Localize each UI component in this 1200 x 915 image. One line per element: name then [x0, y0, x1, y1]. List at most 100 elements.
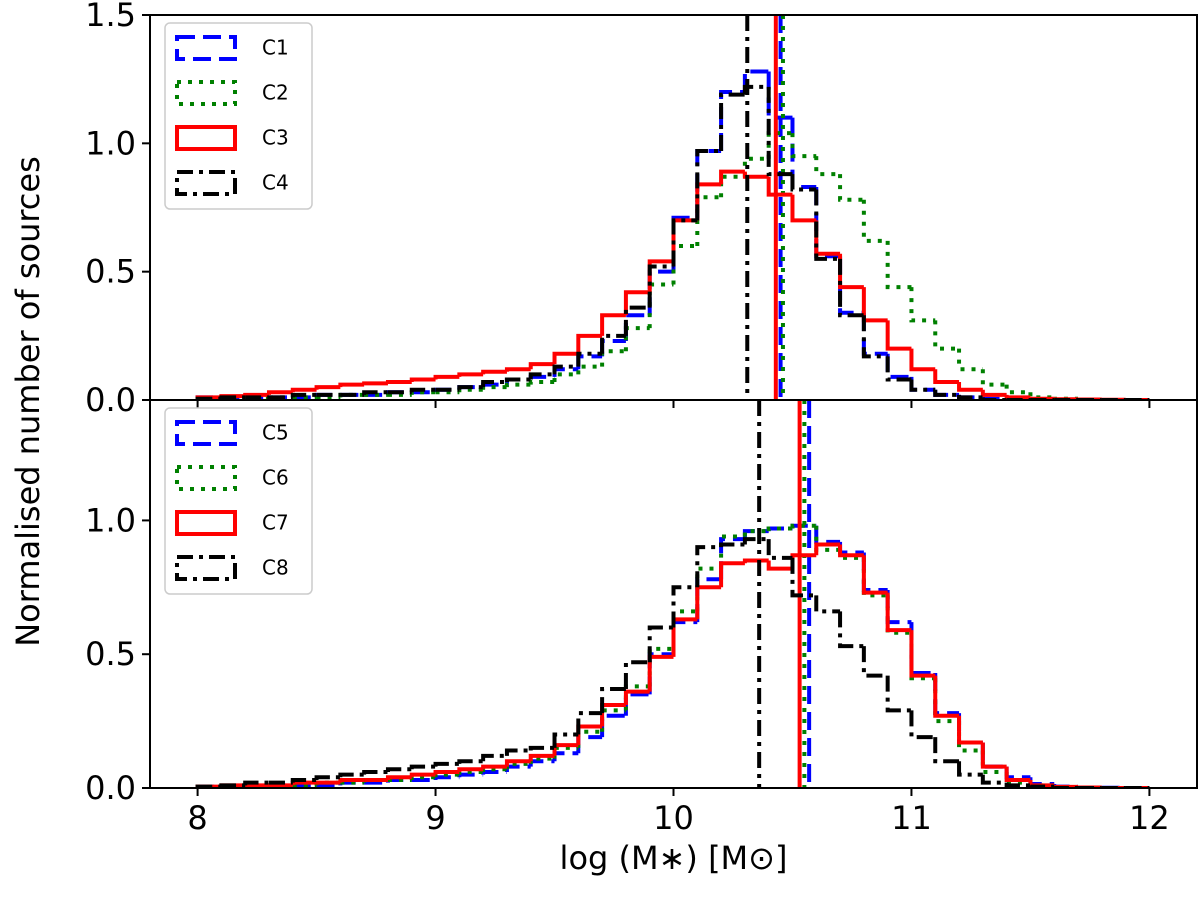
histogram-step: [433, 769, 460, 775]
legend-handle: [175, 420, 237, 446]
histogram-step: [528, 380, 555, 385]
legend-label: C8: [262, 556, 289, 580]
histogram-step: [481, 753, 507, 762]
histogram-step: [719, 169, 745, 185]
histogram-step: [671, 617, 698, 657]
x-tick-label: 11: [891, 799, 932, 837]
histogram-step: [957, 715, 983, 745]
histogram-step: [433, 775, 460, 780]
histogram-step: [933, 320, 960, 351]
histogram-step: [528, 374, 555, 380]
histogram-step: [957, 721, 983, 753]
histogram-step: [552, 732, 579, 748]
histogram-step: [504, 367, 531, 372]
x-tick-label: 12: [1129, 799, 1170, 837]
histogram-step: [528, 372, 555, 380]
histogram-step: [838, 174, 864, 202]
histogram-step: [957, 761, 983, 777]
x-tick-label: 9: [425, 799, 445, 837]
histogram-step: [1004, 766, 1031, 780]
histogram-step: [742, 529, 769, 537]
histogram-step: [814, 189, 841, 261]
histogram-step: [742, 537, 769, 545]
histogram-step: [457, 767, 484, 772]
histogram-step: [1028, 777, 1055, 786]
legend-handle: [175, 465, 237, 491]
histogram-step: [980, 774, 1007, 785]
histogram-step: [481, 385, 507, 390]
histogram-step: [409, 377, 436, 383]
histogram-step: [623, 689, 650, 706]
histogram-step: [719, 561, 745, 588]
histogram-step: [457, 387, 484, 393]
histogram-step: [647, 654, 674, 692]
histogram-step: [504, 764, 531, 772]
histogram-step: [576, 351, 603, 367]
histogram-step: [742, 156, 769, 177]
histogram-step: [909, 710, 936, 740]
x-axis-label: log (M∗) [M⊙]: [560, 839, 788, 877]
histogram-step: [909, 622, 936, 675]
histogram-step: [909, 632, 936, 681]
histogram-step: [980, 750, 1007, 774]
histogram-step: [576, 729, 603, 748]
histogram-step: [980, 742, 1007, 769]
histogram-step: [314, 385, 341, 390]
histogram-step: [528, 745, 555, 751]
histogram-step: [1028, 784, 1055, 788]
histogram-step: [742, 558, 769, 564]
histogram-step: [814, 525, 841, 544]
histogram-step: [814, 186, 841, 259]
histogram-step: [576, 735, 603, 754]
histogram-step: [933, 389, 960, 397]
y-tick-label: 0.0: [85, 769, 136, 807]
histogram-step: [1028, 779, 1055, 788]
histogram-step: [409, 764, 436, 770]
histogram-step: [1028, 392, 1055, 400]
histogram-step: [600, 713, 626, 738]
histogram-step: [719, 542, 745, 548]
histogram-step: [552, 751, 579, 762]
histogram-step: [623, 290, 650, 316]
histogram-step: [671, 609, 698, 649]
histogram-step: [861, 552, 888, 592]
histogram-step: [314, 775, 341, 780]
histogram-step: [457, 772, 484, 778]
histogram-step: [909, 379, 936, 392]
histogram-step: [671, 585, 698, 628]
legend-label: C1: [262, 36, 289, 60]
histogram-step: [957, 348, 983, 372]
y-tick-label: 1.5: [85, 0, 136, 34]
histogram-step: [266, 390, 293, 395]
histogram-step: [576, 711, 603, 735]
histogram-step: [838, 256, 864, 315]
legend-handle: [175, 555, 237, 581]
histogram-step: [528, 362, 555, 370]
histogram-step: [814, 156, 841, 177]
histogram-step: [1004, 394, 1031, 400]
histogram-step: [885, 356, 912, 382]
histogram-step: [695, 195, 722, 246]
histogram-step: [742, 171, 769, 179]
histogram-step: [742, 84, 769, 95]
histogram-step: [623, 692, 650, 716]
histogram-step: [671, 620, 698, 655]
histogram-step: [814, 220, 841, 256]
histogram-step: [957, 713, 983, 745]
histogram-step: [504, 748, 531, 756]
histogram-step: [647, 269, 674, 316]
histogram-step: [647, 264, 674, 308]
histogram-step: [1004, 766, 1031, 782]
histogram-step: [861, 315, 888, 359]
y-tick-label: 1.0: [85, 501, 136, 539]
histogram-step: [385, 767, 412, 772]
histogram-step: [766, 560, 793, 571]
histogram-step: [814, 542, 841, 556]
histogram-step: [338, 382, 365, 388]
histogram-step: [909, 630, 936, 678]
histogram-step: [433, 374, 460, 380]
histogram-step: [504, 759, 531, 767]
histogram-step: [576, 364, 603, 375]
legend-handle: [175, 80, 237, 106]
